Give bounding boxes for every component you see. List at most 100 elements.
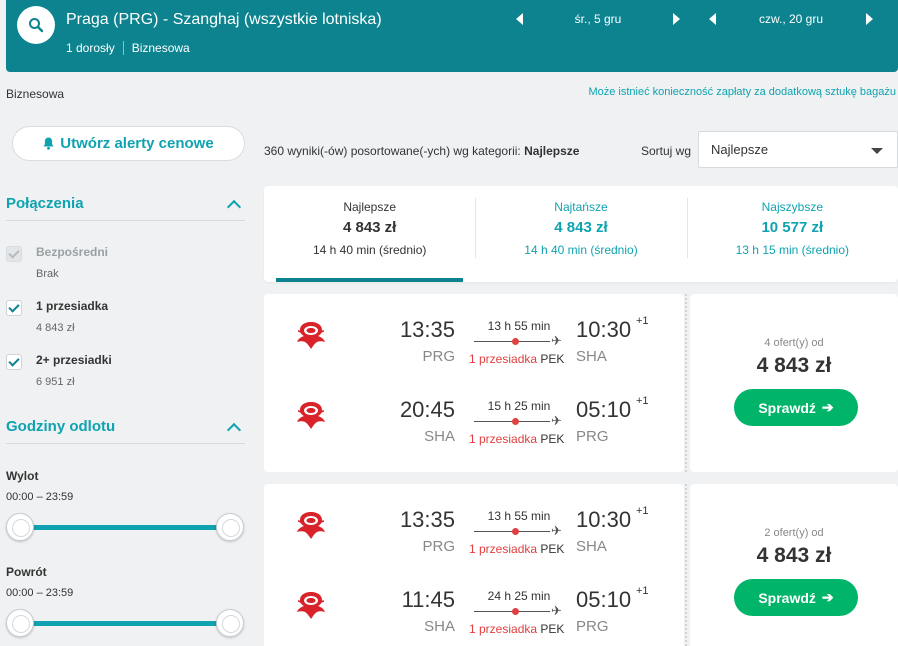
offer-panel: 2 ofert(y) od 4 843 zł Sprawdź ➔ <box>690 484 898 646</box>
itinerary-legs[interactable]: 13:35 PRG 13 h 55 min ✈ 1 przesiadka PEK… <box>264 484 684 646</box>
tab-price: 4 843 zł <box>554 219 608 236</box>
edit-search-button[interactable] <box>17 6 55 44</box>
stopover-airport: PEK <box>540 542 565 556</box>
bell-icon <box>43 137 54 150</box>
slider-handle-min[interactable] <box>6 609 34 637</box>
stop-dot <box>512 418 519 425</box>
chevron-up-icon[interactable] <box>226 199 242 214</box>
next-day-indicator: +1 <box>636 395 649 407</box>
plane-icon: ✈ <box>551 413 562 428</box>
tab-label: Najlepsze <box>343 200 397 214</box>
outbound-next-day-icon[interactable] <box>673 13 680 25</box>
checkbox-two-plus-stops[interactable] <box>6 354 22 370</box>
slider-track[interactable] <box>20 525 230 530</box>
stops-count: 1 przesiadka <box>469 542 538 556</box>
cabin-class-info: Biznesowa <box>6 87 65 101</box>
result-card[interactable]: 13:35 PRG 13 h 55 min ✈ 1 przesiadka PEK… <box>264 484 898 646</box>
slider-handle-min[interactable] <box>6 513 34 541</box>
offer-price: 4 843 zł <box>756 354 832 377</box>
airline-logo-icon <box>297 512 325 539</box>
departure-time: 20:45 <box>399 397 455 422</box>
airline-logo-icon <box>297 322 325 349</box>
slider-handle-max[interactable] <box>216 609 244 637</box>
ticket-perforation <box>685 484 687 646</box>
stops-count: 1 przesiadka <box>469 352 538 366</box>
filter-direct-label: Bezpośredni <box>36 245 109 259</box>
view-deal-button[interactable]: Sprawdź ➔ <box>734 389 858 426</box>
ticket-perforation <box>685 294 687 472</box>
outbound-time-range: 00:00 – 23:59 <box>6 491 74 503</box>
passengers-label: 1 dorosły <box>66 41 115 55</box>
tab-best[interactable]: Najlepsze 4 843 zł 14 h 40 min (średnio) <box>264 186 475 282</box>
tab-label: Najszybsze <box>761 200 823 214</box>
arrival-airport: PRG <box>576 428 609 445</box>
slider-track[interactable] <box>20 621 230 626</box>
filter-one-stop[interactable]: 1 przesiadka 4 843 zł <box>6 299 108 334</box>
tab-fastest[interactable]: Najszybsze 10 577 zł 13 h 15 min (średni… <box>686 186 898 282</box>
outbound-time-slider[interactable] <box>6 513 244 543</box>
filter-one-stop-price: 4 843 zł <box>36 322 75 334</box>
next-day-indicator: +1 <box>636 585 649 597</box>
stops-info: 1 przesiadka PEK <box>469 542 564 556</box>
return-time-slider[interactable] <box>6 609 244 639</box>
filter-two-plus-stops-price: 6 951 zł <box>36 376 75 388</box>
checkbox-direct[interactable] <box>6 246 22 262</box>
departure-time: 13:35 <box>399 317 455 342</box>
connections-filter-header[interactable]: Połączenia <box>6 195 245 221</box>
arrival-airport: SHA <box>576 348 607 365</box>
offers-count: 2 ofert(y) od <box>764 527 824 539</box>
sort-tabs: Najlepsze 4 843 zł 14 h 40 min (średnio)… <box>264 186 898 282</box>
caret-down-icon <box>871 148 883 154</box>
filter-direct[interactable]: Bezpośredni Brak <box>6 245 108 280</box>
tab-price: 4 843 zł <box>342 219 397 236</box>
return-prev-day-icon[interactable] <box>709 13 716 25</box>
outbound-time-label: Wylot <box>6 469 39 483</box>
arrival-time: 10:30 <box>576 317 632 342</box>
checkmark-icon <box>8 246 20 259</box>
flight-duration: 24 h 25 min <box>487 589 551 603</box>
result-card[interactable]: 13:35 PRG 13 h 55 min ✈ 1 przesiadka PEK… <box>264 294 898 472</box>
filter-direct-price: Brak <box>36 268 59 280</box>
view-deal-label: Sprawdź <box>758 399 816 416</box>
tab-cheapest[interactable]: Najtańsze 4 843 zł 14 h 40 min (średnio) <box>475 186 686 282</box>
arrival-time: 05:10 <box>576 397 632 422</box>
results-count-text: 360 wyniki(-ów) posortowane(-ych) wg kat… <box>264 144 521 158</box>
create-price-alert-button[interactable]: Utwórz alerty cenowe <box>12 126 245 161</box>
stopover-airport: PEK <box>540 622 565 636</box>
sort-dropdown-value: Najlepsze <box>711 142 769 157</box>
route-title[interactable]: Praga (PRG) - Szanghaj (wszystkie lotnis… <box>66 11 382 28</box>
stops-count: 1 przesiadka <box>469 622 538 636</box>
create-price-alert-label: Utwórz alerty cenowe <box>60 135 214 152</box>
plane-icon: ✈ <box>551 333 562 348</box>
filter-two-plus-stops-label: 2+ przesiadki <box>36 353 112 367</box>
flight-duration: 15 h 25 min <box>487 399 551 413</box>
connections-filter-title: Połączenia <box>6 195 84 212</box>
return-leg: 20:45 SHA 15 h 25 min ✈ 1 przesiadka PEK… <box>264 391 684 451</box>
outbound-date[interactable]: śr., 5 gru <box>574 12 622 26</box>
departure-times-filter-header[interactable]: Godziny odlotu <box>6 418 245 444</box>
return-time-range: 00:00 – 23:59 <box>6 587 74 599</box>
slider-handle-max[interactable] <box>216 513 244 541</box>
arrival-time: 10:30 <box>576 507 632 532</box>
plane-icon: ✈ <box>551 603 562 618</box>
flight-duration: 13 h 55 min <box>487 319 551 333</box>
stopover-airport: PEK <box>540 432 565 446</box>
passengers-cabin-summary[interactable]: 1 dorosły Biznesowa <box>66 41 190 55</box>
sort-dropdown[interactable]: Najlepsze <box>698 131 898 168</box>
flight-duration: 13 h 55 min <box>487 509 551 523</box>
return-time-label: Powrót <box>6 565 47 579</box>
filter-two-plus-stops[interactable]: 2+ przesiadki 6 951 zł <box>6 353 112 388</box>
arrow-right-icon: ➔ <box>821 399 834 415</box>
departure-times-filter-title: Godziny odlotu <box>6 418 116 435</box>
return-date[interactable]: czw., 20 gru <box>758 12 824 26</box>
outbound-prev-day-icon[interactable] <box>516 13 523 25</box>
plane-icon: ✈ <box>551 523 562 538</box>
return-next-day-icon[interactable] <box>866 13 873 25</box>
baggage-fee-link[interactable]: Może istnieć konieczność zapłaty za doda… <box>588 86 896 98</box>
chevron-up-icon[interactable] <box>226 422 242 437</box>
itinerary-legs[interactable]: 13:35 PRG 13 h 55 min ✈ 1 przesiadka PEK… <box>264 294 684 472</box>
results-sort-category: Najlepsze <box>524 144 580 158</box>
stops-info: 1 przesiadka PEK <box>469 352 564 366</box>
checkbox-one-stop[interactable] <box>6 300 22 316</box>
view-deal-button[interactable]: Sprawdź ➔ <box>734 579 858 616</box>
